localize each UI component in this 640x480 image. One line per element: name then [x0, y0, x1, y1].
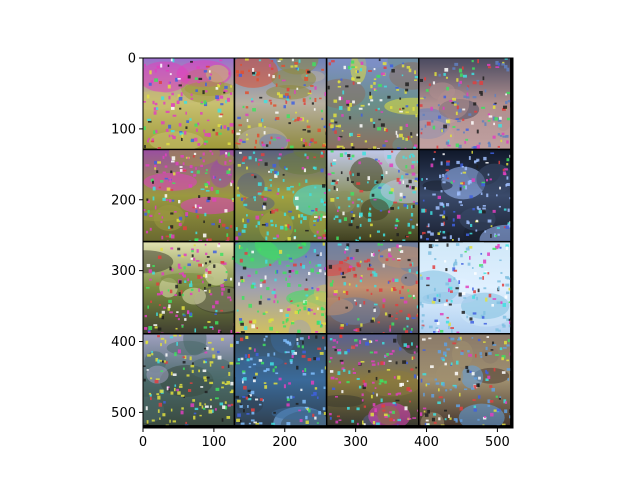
image-tile-r2-c0	[143, 242, 234, 334]
x-tick-label: 300	[343, 435, 368, 450]
image-tile-r0-c0	[143, 58, 234, 149]
image-area	[143, 58, 513, 428]
y-tick-label: 0	[128, 52, 136, 67]
image-tile-r3-c3	[419, 334, 511, 426]
y-tick-label: 400	[111, 335, 136, 350]
axes-spines	[142, 57, 514, 429]
image-tile-r0-c2	[327, 58, 419, 149]
y-tick-label: 500	[111, 406, 136, 421]
image-tile-r1-c1	[235, 150, 326, 241]
axes-frame	[142, 57, 514, 429]
y-axis: 0 100 200 300 400 500	[111, 52, 143, 421]
image-tile-r3-c2	[327, 334, 419, 426]
image-tile-r3-c1	[235, 334, 326, 426]
y-tick-label: 200	[111, 193, 136, 208]
y-tick-label: 100	[111, 122, 136, 137]
x-tick-label: 500	[485, 435, 510, 450]
x-tick-label: 400	[414, 435, 439, 450]
image-tile-r2-c3	[419, 242, 511, 334]
image-tile-r1-c3	[419, 150, 511, 241]
y-tick-label: 300	[111, 264, 136, 279]
x-tick-label: 200	[272, 435, 297, 450]
x-tick-label: 0	[139, 435, 147, 450]
image-tile-r1-c2	[327, 150, 419, 241]
image-tile-r0-c3	[419, 58, 511, 149]
image-tile-r0-c1	[235, 58, 326, 149]
image-tile-r2-c2	[327, 242, 419, 334]
x-axis: 0 100 200 300 400 500	[139, 428, 510, 450]
image-tile-r2-c1	[235, 242, 326, 334]
image-tile-r3-c0	[143, 334, 234, 426]
x-tick-label: 100	[201, 435, 226, 450]
image-tile-r1-c0	[143, 150, 234, 241]
